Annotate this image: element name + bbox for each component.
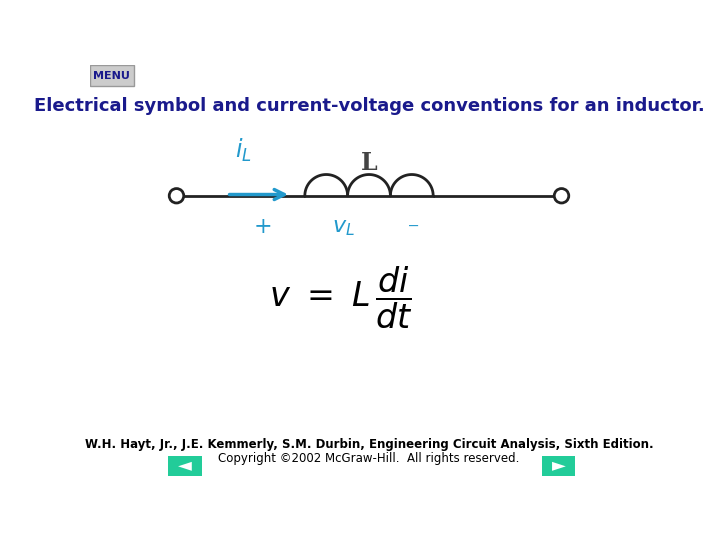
Text: +: + <box>253 216 272 238</box>
Text: W.H. Hayt, Jr., J.E. Kemmerly, S.M. Durbin, Engineering Circuit Analysis, Sixth : W.H. Hayt, Jr., J.E. Kemmerly, S.M. Durb… <box>85 437 653 450</box>
Text: $i_L$: $i_L$ <box>235 137 252 164</box>
Text: $v_L$: $v_L$ <box>333 216 356 238</box>
Text: ►: ► <box>552 456 566 474</box>
Ellipse shape <box>169 188 184 203</box>
Text: –: – <box>408 216 419 238</box>
FancyBboxPatch shape <box>90 65 133 86</box>
Text: Copyright ©2002 McGraw-Hill.  All rights reserved.: Copyright ©2002 McGraw-Hill. All rights … <box>218 452 520 465</box>
Text: Electrical symbol and current-voltage conventions for an inductor.: Electrical symbol and current-voltage co… <box>34 97 704 116</box>
Text: ◄: ◄ <box>178 456 192 474</box>
Ellipse shape <box>554 188 569 203</box>
FancyBboxPatch shape <box>542 456 575 476</box>
Text: L: L <box>361 151 377 174</box>
Text: $v\ =\ L\,\dfrac{di}{dt}$: $v\ =\ L\,\dfrac{di}{dt}$ <box>269 265 413 331</box>
Text: MENU: MENU <box>94 71 130 80</box>
FancyBboxPatch shape <box>168 456 202 476</box>
